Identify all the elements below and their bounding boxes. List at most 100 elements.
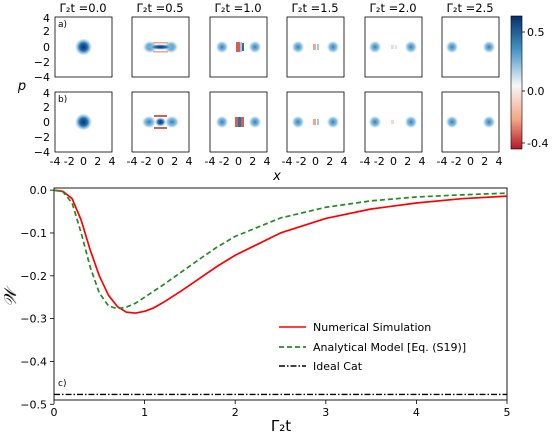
cbar-label-min: -0.4 — [527, 137, 548, 150]
blob — [368, 115, 382, 129]
series-lines — [53, 189, 508, 396]
panel-xtick: 2 — [404, 155, 411, 168]
blob — [482, 115, 496, 129]
panel-xtick: -2 — [141, 155, 152, 168]
panel-xtick: -2 — [64, 155, 75, 168]
blob — [74, 38, 93, 56]
row-a-ytick: −4 — [34, 71, 50, 84]
panel-xtick: 4 — [186, 155, 193, 168]
panel-label-c: c) — [58, 379, 66, 389]
blob — [154, 117, 167, 127]
panel-xtick: 2 — [171, 155, 178, 168]
panel-xtick: 0 — [467, 155, 474, 168]
colorbar-gradient — [510, 15, 523, 150]
row-b-y-ticks: 4 2 0 −2 −4 — [34, 87, 50, 159]
panel-xtick: -4 — [360, 155, 371, 168]
row-a: a) — [54, 16, 500, 78]
col-title-5: Γ₂t =2.5 — [446, 1, 493, 15]
panel-xtick: 4 — [419, 155, 426, 168]
panel-xtick: 0 — [80, 155, 87, 168]
fringe — [242, 43, 244, 51]
colorbar: 0.5 0.0 -0.4 — [510, 15, 548, 150]
y-tick-label: −0.4 — [20, 355, 47, 368]
blob — [445, 115, 459, 129]
row-a-ytick: 2 — [43, 25, 50, 38]
fringe — [313, 119, 316, 125]
cbar-label-max: 0.5 — [527, 26, 545, 39]
row-label-b: b) — [58, 95, 67, 105]
row-b-ytick: 2 — [43, 101, 50, 114]
row-b: b) — [54, 91, 500, 153]
fringe — [240, 42, 242, 52]
fringe — [238, 117, 241, 127]
row-b-ytick: −4 — [34, 146, 50, 159]
panel-xtick: 4 — [341, 155, 348, 168]
fringe — [154, 127, 167, 129]
x-tick-label: 4 — [413, 406, 420, 419]
y-tick-label: −0.3 — [20, 313, 47, 326]
blob — [291, 40, 305, 54]
fringe — [391, 120, 394, 124]
series-line-0 — [53, 189, 508, 314]
panel-xtick: 4 — [109, 155, 116, 168]
row-a-y-ticks: 4 2 0 −2 −4 — [34, 12, 50, 84]
blob — [248, 115, 262, 129]
legend-label-0: Numerical Simulation — [313, 321, 431, 334]
row-a-ytick: 4 — [43, 12, 50, 25]
x-axis-label: x — [272, 169, 281, 184]
row-b-ytick: −2 — [34, 131, 50, 144]
legend: Numerical Simulation Analytical Model [E… — [279, 321, 466, 373]
panel-xtick: 0 — [312, 155, 319, 168]
legend-label-2: Ideal Cat — [313, 360, 363, 373]
blob — [248, 40, 262, 54]
fringe — [153, 42, 168, 44]
panel-xtick: -2 — [296, 155, 307, 168]
x-tick-label: 1 — [141, 406, 148, 419]
col-title-4: Γ₂t =2.0 — [369, 1, 416, 15]
series-line-1 — [53, 189, 508, 310]
wigner-panels: Γ₂t =0.0 Γ₂t =0.5 Γ₂t =1.0 Γ₂t =1.5 Γ₂t … — [17, 1, 549, 184]
panel-xtick: 0 — [235, 155, 242, 168]
blob — [141, 115, 157, 129]
y-tick-label: −0.1 — [20, 227, 47, 240]
blob — [404, 40, 418, 54]
panel-xtick: 2 — [481, 155, 488, 168]
row-label-a: a) — [58, 20, 67, 30]
fringe — [313, 44, 316, 50]
panel-xtick: -2 — [451, 155, 462, 168]
panel-xtick: 2 — [94, 155, 101, 168]
panel-xtick: 0 — [390, 155, 397, 168]
plot-frame — [53, 187, 508, 401]
col-title-3: Γ₂t =1.5 — [291, 1, 338, 15]
col-title-1: Γ₂t =0.5 — [136, 1, 183, 15]
fringe — [395, 45, 397, 49]
main-chart: 0 1 2 3 4 5 0.0 −0.1 −0.2 −0.3 −0.4 −0.5 c) 𝒲 Γ₂t N… — [1, 184, 511, 435]
x-tick-label: 3 — [322, 406, 329, 419]
row-b-ytick: 0 — [43, 116, 50, 129]
blob — [291, 115, 305, 129]
blob — [147, 44, 174, 50]
panel-xtick: -4 — [127, 155, 138, 168]
panel-xtick: 2 — [326, 155, 333, 168]
y-tick-label: −0.2 — [20, 270, 47, 283]
fringe — [235, 117, 238, 127]
x-tick-label: 0 — [51, 406, 58, 419]
legend-label-1: Analytical Model [Eq. (S19)] — [313, 341, 466, 354]
blob — [482, 40, 496, 54]
col-title-2: Γ₂t =1.0 — [214, 1, 261, 15]
cbar-label-zero: 0.0 — [527, 85, 545, 98]
x-axis-label-main: Γ₂t — [271, 417, 291, 435]
fringe — [391, 45, 394, 49]
y-tick-label: −0.5 — [20, 398, 47, 411]
row-a-ytick: −2 — [34, 56, 50, 69]
panel-xtick: -2 — [219, 155, 230, 168]
panel-xtick: -4 — [282, 155, 293, 168]
panel-xtick: 4 — [264, 155, 271, 168]
blob — [326, 40, 340, 54]
blob — [445, 40, 459, 54]
blob — [215, 40, 229, 54]
blob — [215, 115, 229, 129]
blob — [74, 113, 93, 131]
panel-xtick: 4 — [496, 155, 503, 168]
